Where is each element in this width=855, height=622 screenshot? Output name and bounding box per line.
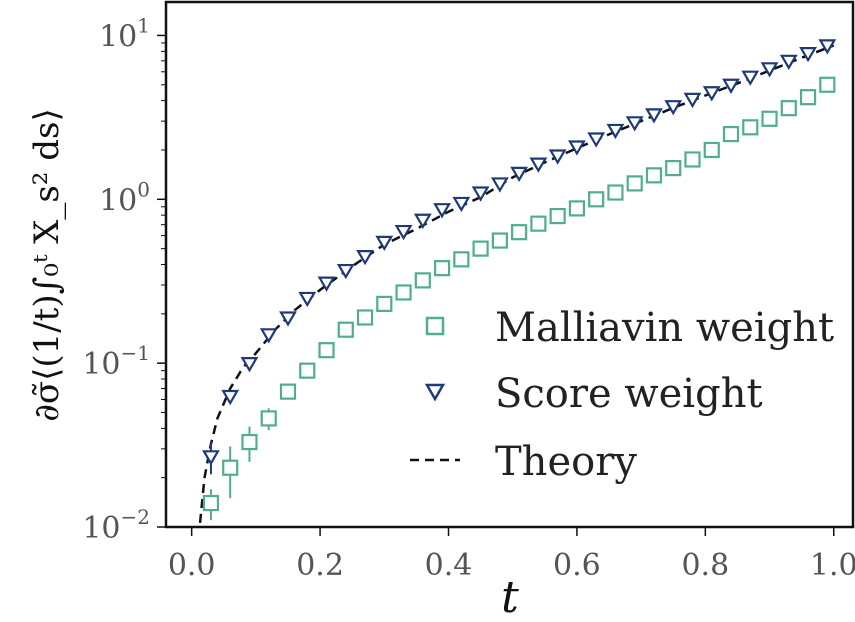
malliavin-point	[511, 224, 528, 241]
score-point	[799, 47, 817, 63]
score-point	[702, 86, 721, 102]
y-tick-exponent: −1	[121, 341, 150, 365]
score-point	[548, 149, 567, 165]
y-tick-base: 10	[99, 19, 137, 54]
malliavin-point	[722, 125, 740, 143]
score-point	[259, 328, 278, 344]
legend: Malliavin weight Score weight Theory	[410, 305, 834, 485]
malliavin-point	[260, 410, 277, 427]
score-point	[221, 389, 240, 406]
legend-triangle-marker-icon	[424, 383, 446, 402]
malliavin-point	[549, 207, 566, 225]
malliavin-point	[588, 191, 605, 208]
malliavin-point	[645, 167, 663, 184]
malliavin-point	[568, 200, 586, 217]
malliavin-point	[684, 151, 701, 168]
y-tick-label: 101	[99, 13, 150, 54]
malliavin-point	[414, 272, 431, 289]
score-point	[279, 311, 297, 327]
score-point	[818, 39, 837, 55]
malliavin-point	[626, 175, 643, 192]
score-point	[664, 100, 683, 116]
score-point	[336, 263, 355, 280]
malliavin-point	[491, 232, 508, 249]
malliavin-point	[279, 383, 297, 400]
score-point	[779, 54, 798, 71]
score-point	[202, 450, 220, 466]
y-tick-exponent: 0	[137, 177, 150, 201]
y-tick-label: 10−1	[82, 341, 150, 382]
malliavin-point	[472, 240, 489, 257]
malliavin-point	[819, 76, 836, 93]
x-axis-label: t	[501, 572, 519, 622]
malliavin-point	[433, 260, 451, 277]
malliavin-point	[337, 321, 354, 338]
score-point	[625, 116, 644, 132]
malliavin-point	[780, 100, 797, 117]
legend-label-malliavin: Malliavin weight	[495, 305, 834, 351]
legend-item-score: Score weight	[424, 371, 763, 417]
score-point	[375, 235, 394, 252]
score-point	[452, 196, 471, 213]
malliavin-point	[241, 433, 258, 451]
legend-label-score: Score weight	[495, 371, 763, 417]
malliavin-point	[222, 459, 239, 476]
score-point	[298, 291, 317, 308]
score-point	[645, 108, 663, 124]
score-point	[587, 132, 606, 148]
x-tick-label: 0.2	[296, 548, 344, 583]
score-point	[240, 357, 259, 373]
malliavin-point	[299, 362, 316, 379]
x-tick-label: 0.4	[425, 548, 473, 583]
x-tick-label: 0.0	[168, 548, 216, 583]
x-tick-label: 1.0	[810, 548, 855, 583]
score-point	[760, 62, 779, 78]
score-point	[471, 186, 490, 202]
legend-label-theory: Theory	[495, 439, 637, 485]
y-tick-exponent: 1	[137, 13, 150, 37]
malliavin-point	[530, 215, 547, 232]
y-tick-base: 10	[82, 347, 120, 382]
malliavin-point	[703, 141, 720, 159]
malliavin-point	[761, 110, 778, 127]
score-point	[356, 250, 374, 266]
score-point	[722, 78, 740, 94]
malliavin-point	[318, 342, 335, 359]
y-axis-label: ∂σ̃⟨(1/t)∫₀ᵗ X_s² ds⟩	[27, 108, 67, 421]
malliavin-point	[742, 119, 759, 136]
malliavin-point	[799, 89, 817, 106]
malliavin-point	[376, 295, 393, 312]
score-point	[606, 123, 625, 140]
malliavin-point	[453, 251, 470, 268]
series-layer	[198, 39, 837, 528]
score-point	[433, 203, 451, 219]
score-point	[413, 213, 432, 229]
y-tick-base: 10	[99, 183, 137, 218]
malliavin-point	[395, 284, 412, 301]
score-point	[394, 224, 413, 241]
malliavin-point	[665, 160, 682, 177]
malliavin-point	[356, 309, 374, 326]
malliavin-point	[202, 494, 220, 512]
y-tick-label: 100	[99, 177, 150, 218]
score-point	[490, 177, 509, 193]
score-point	[317, 276, 336, 292]
score-point	[568, 140, 586, 156]
legend-item-malliavin: Malliavin weight	[425, 305, 834, 351]
legend-square-marker-icon	[425, 316, 445, 336]
score-point	[683, 92, 702, 109]
x-tick-label: 0.6	[553, 548, 601, 583]
score-point	[529, 157, 548, 173]
y-tick-exponent: −2	[121, 505, 150, 529]
y-tick-label: 10−2	[82, 505, 150, 546]
y-tick-base: 10	[82, 511, 120, 546]
malliavin-point	[607, 184, 624, 201]
legend-item-theory: Theory	[410, 439, 637, 485]
score-point	[741, 70, 760, 86]
score-point	[510, 166, 529, 183]
x-tick-label: 0.8	[681, 548, 729, 583]
x-axis: 0.0 0.2 0.4 0.6 0.8 1.0	[168, 527, 855, 583]
